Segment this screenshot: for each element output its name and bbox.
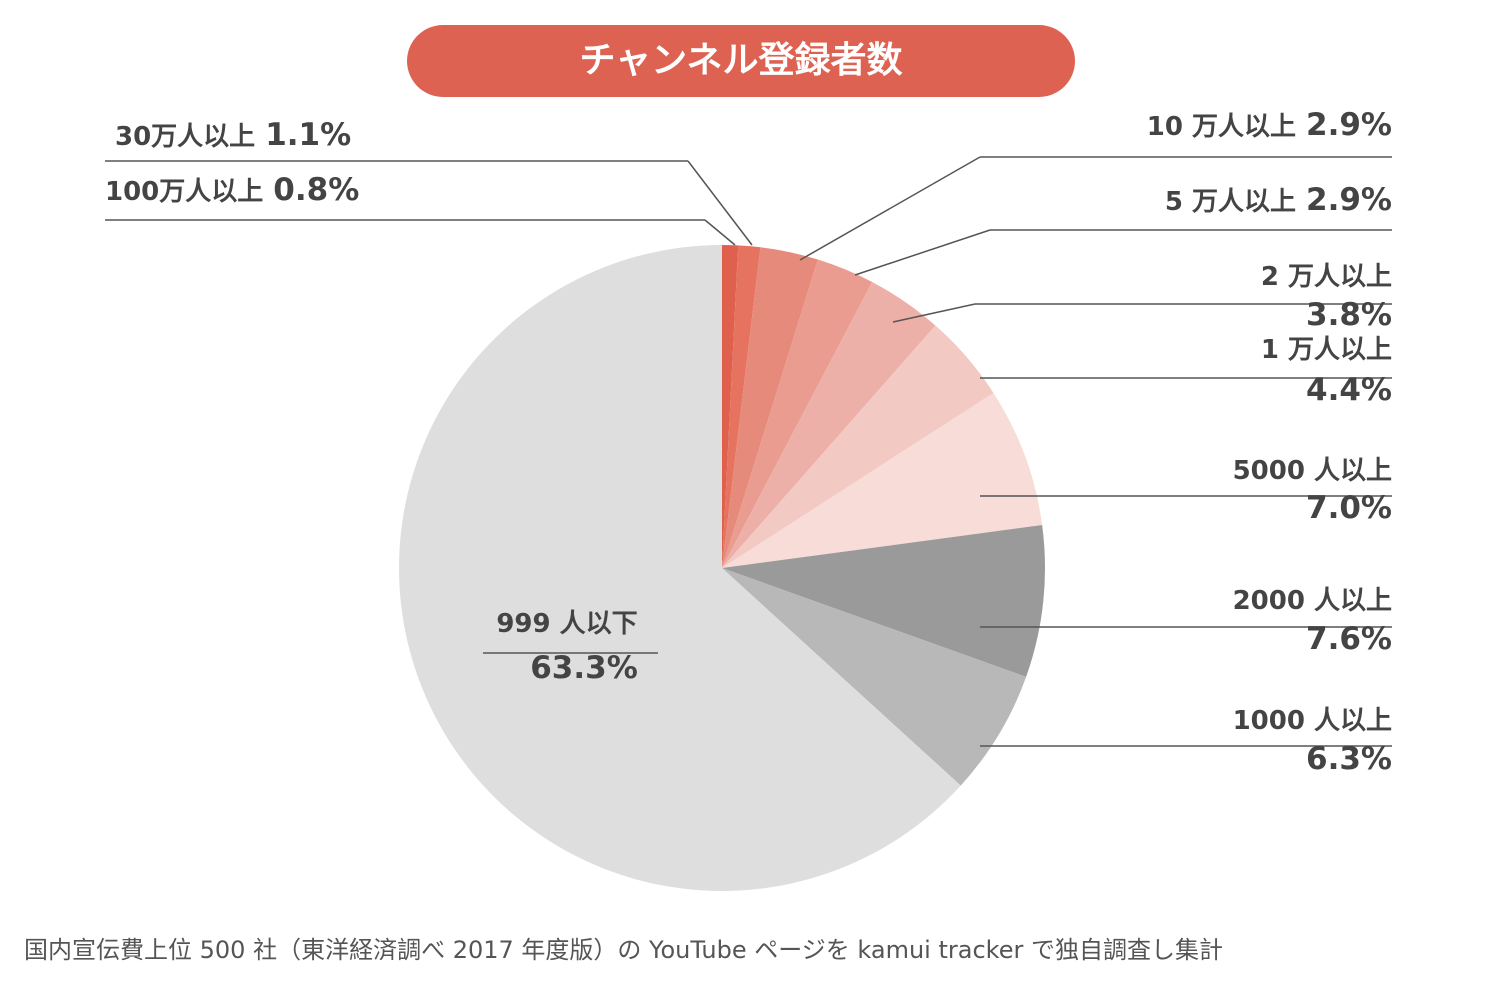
pie-slice	[722, 568, 1027, 786]
category-label: 30万人以上	[115, 122, 255, 152]
category-label: 1 万人以上	[1261, 335, 1392, 365]
leader-line	[687, 160, 753, 246]
value-label: 0.8%	[273, 172, 359, 208]
chart-title: チャンネル登録者数	[580, 40, 903, 81]
category-label: 999 人以下	[496, 609, 637, 639]
value-label: 63.3%	[530, 650, 638, 686]
value-label: 7.6%	[1306, 621, 1392, 657]
category-label: 100万人以上	[105, 177, 263, 207]
pie-slice	[722, 247, 818, 569]
slice-label: 5 万人以上 2.9%	[1165, 182, 1392, 218]
pie-slice	[722, 525, 1045, 677]
pie-slice	[722, 325, 994, 568]
value-label: 7.0%	[1306, 490, 1392, 526]
category-label: 10 万人以上	[1147, 112, 1296, 142]
value-label: 6.3%	[1306, 741, 1392, 777]
pie-slice	[722, 281, 936, 568]
pie-slice	[399, 245, 961, 891]
slice-label: 10 万人以上 2.9%	[1147, 107, 1392, 143]
category-label: 5 万人以上	[1165, 187, 1296, 217]
value-label: 2.9%	[1306, 107, 1392, 143]
value-label: 1.1%	[265, 117, 351, 153]
category-label: 1000 人以上	[1233, 706, 1392, 736]
value-label: 4.4%	[1306, 372, 1392, 408]
value-label: 2.9%	[1306, 182, 1392, 218]
pie-slice	[722, 245, 739, 568]
leader-line	[704, 219, 736, 246]
footnote: 国内宣伝費上位 500 社（東洋経済調べ 2017 年度版）の YouTube …	[24, 936, 1223, 964]
slice-label: 30万人以上 1.1%	[115, 117, 351, 153]
slice-label: 100万人以上 0.8%	[105, 172, 359, 208]
leader-line	[854, 229, 991, 276]
category-label: 2000 人以上	[1233, 586, 1392, 616]
category-label: 5000 人以上	[1233, 456, 1392, 486]
pie-slice	[722, 392, 1043, 568]
category-label: 2 万人以上	[1261, 262, 1392, 292]
pie-slice	[722, 259, 873, 568]
leader-line	[892, 303, 976, 323]
leader-line	[799, 156, 981, 261]
value-label: 3.8%	[1306, 297, 1392, 333]
title-pill	[407, 25, 1075, 97]
pie-slice	[722, 245, 761, 568]
